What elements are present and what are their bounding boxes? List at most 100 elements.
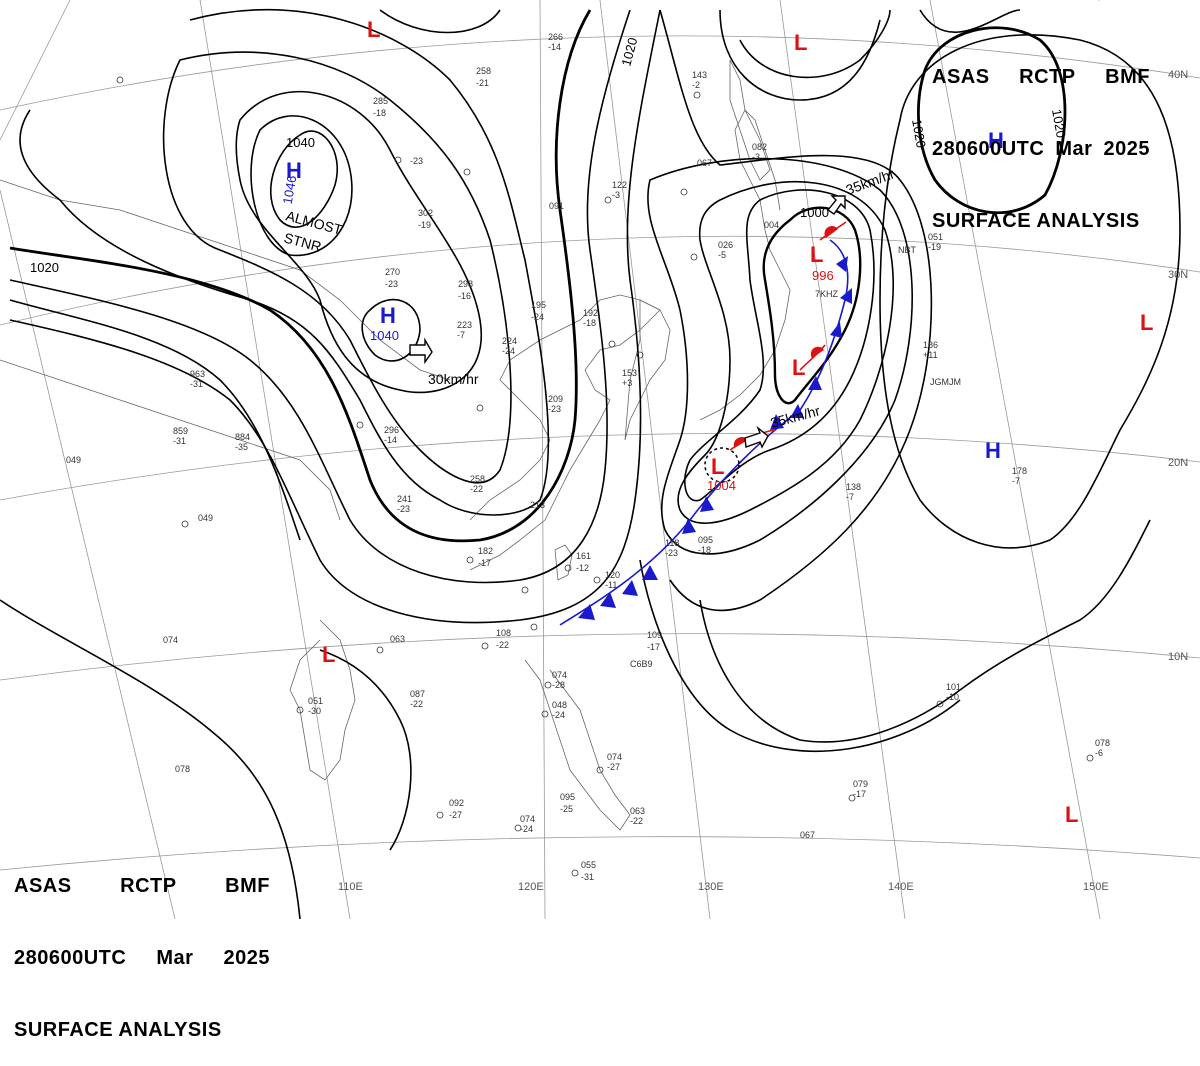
- station-label: 051: [928, 232, 943, 242]
- isobar-label-1000: 1000: [800, 205, 829, 220]
- longitude-line-150e: [929, 0, 1101, 919]
- footer-month: Mar: [156, 947, 194, 969]
- lon-label-120e: 120E: [518, 881, 544, 893]
- station-label: 213: [530, 500, 545, 510]
- station-circle: [936, 700, 944, 708]
- station-label: 049: [66, 455, 81, 465]
- surface-analysis-map: 1040 1020 1020 1020 1020 1040 1000: [0, 0, 1200, 919]
- station-label: 109: [647, 630, 662, 640]
- station-circle: [514, 824, 522, 832]
- station-label: 122: [612, 180, 627, 190]
- station-label: 195: [531, 300, 546, 310]
- station-label: 153: [622, 368, 637, 378]
- header-source: BMF: [1105, 66, 1150, 88]
- footer-line-1: ASAS RCTP BMF: [14, 874, 270, 898]
- station-label: -10: [946, 692, 959, 702]
- station-label: -23: [548, 404, 561, 414]
- station-label: 063: [390, 634, 405, 644]
- station-label: 079: [853, 779, 868, 789]
- latitude-line-30n: [0, 235, 1200, 326]
- high-center-north: H: [286, 158, 302, 183]
- isobar-1024-ring: [19, 8, 550, 516]
- station-label: 095: [698, 535, 713, 545]
- header-year: 2025: [1103, 138, 1150, 160]
- isobar-1012-south-pacific: [699, 519, 1151, 743]
- lat-label-30n: 30N: [1168, 269, 1188, 281]
- isobar-1036-north-high: [250, 115, 353, 257]
- station-label: 186: [923, 340, 938, 350]
- graticule: [0, 0, 1200, 919]
- station-circle: [541, 710, 549, 718]
- isobar-1032-ring: [235, 90, 483, 394]
- station-label: -35: [235, 442, 248, 452]
- lon-label-140e: 140E: [888, 881, 914, 893]
- cold-front-pip: [830, 322, 842, 338]
- station-label: -5: [718, 250, 726, 260]
- footer-station: RCTP: [120, 875, 177, 897]
- station-label: 270: [385, 267, 400, 277]
- station-label: 859: [173, 426, 188, 436]
- latitude-line-20n: [0, 433, 1200, 501]
- station-label: 074: [607, 752, 622, 762]
- footer-time: 280600UTC: [14, 947, 127, 969]
- header-line-2: 280600UTC Mar 2025: [932, 137, 1150, 161]
- station-label: 004: [764, 220, 779, 230]
- low-center-east-pacific: L: [1140, 310, 1153, 335]
- coastline-sakhalin: [729, 59, 771, 181]
- cold-front-pip: [578, 604, 595, 620]
- station-label: -22: [470, 484, 483, 494]
- station-label: 067: [697, 158, 712, 168]
- header-product: ASAS: [932, 66, 990, 88]
- station-label: 884: [235, 432, 250, 442]
- station-label: -22: [496, 640, 509, 650]
- header-month: Mar: [1055, 138, 1093, 160]
- station-label: 118: [665, 538, 679, 548]
- isobar-1040-north-high: [270, 130, 339, 228]
- station-label: -25: [560, 804, 573, 814]
- station-label: 161: [576, 551, 591, 561]
- station-circle: [521, 586, 529, 594]
- station-label: 091: [549, 201, 564, 211]
- isobar-label-1020-pacific-left: 1020: [909, 118, 929, 149]
- cold-front-pip: [840, 288, 852, 304]
- station-label: -23: [385, 279, 398, 289]
- station-label: NBT: [898, 245, 917, 255]
- station-label: -7: [846, 492, 854, 502]
- high-center-pacific-south: H: [985, 438, 1001, 463]
- longitude-line-110e: [199, 0, 351, 919]
- header-station: RCTP: [1019, 66, 1076, 88]
- coastline-taiwan: [554, 544, 573, 581]
- station-label: -16: [458, 291, 471, 301]
- station-label: JGMJM: [930, 377, 961, 387]
- station-label: 074: [163, 635, 178, 645]
- cold-front-pip: [682, 518, 696, 534]
- warm-front-semicircle: [824, 226, 838, 238]
- station-label: 087: [410, 689, 425, 699]
- station-circle: [530, 623, 538, 631]
- footer-line-3: SURFACE ANALYSIS: [14, 1019, 222, 1041]
- station-circle: [481, 642, 489, 650]
- coastline-tibet: [0, 359, 341, 521]
- isobar-1016-north-edge: [379, 9, 501, 34]
- station-label: 223: [457, 320, 472, 330]
- station-label: -31: [190, 379, 203, 389]
- station-circle: [466, 556, 474, 564]
- latitude-line-0: [0, 836, 1200, 871]
- station-label: -24: [502, 346, 515, 356]
- station-circle: [564, 564, 572, 572]
- pressure-centers: H 1046 ALMOST STNR H H H L 996 L 1004 L …: [280, 17, 1154, 827]
- station-circle: [394, 156, 402, 164]
- isobar-1016-east: [659, 9, 933, 612]
- station-plots: 266-14258-21285-18-23122-3091302-19270-2…: [66, 32, 1110, 882]
- station-label: 108: [496, 628, 511, 638]
- coastline-japan: [699, 109, 791, 421]
- lon-label-130e: 130E: [698, 881, 724, 893]
- station-label: -12: [576, 563, 589, 573]
- station-label: -23: [665, 548, 678, 558]
- station-label: 078: [1095, 738, 1110, 748]
- lon-label-150e: 150E: [1083, 881, 1109, 893]
- isobar-1012-pacific: [719, 9, 881, 101]
- cold-front-pip: [622, 580, 638, 596]
- station-label: -24: [552, 710, 565, 720]
- station-label: -3: [752, 152, 760, 162]
